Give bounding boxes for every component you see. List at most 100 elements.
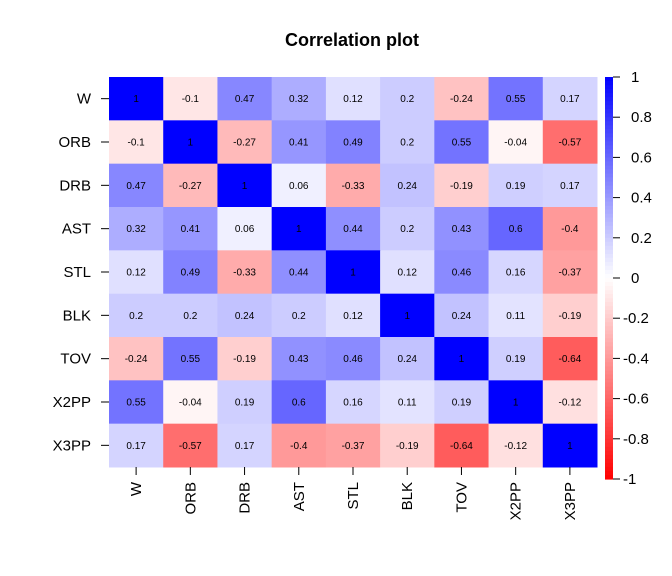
colorbar-segment: [605, 290, 613, 295]
heatmap-cell-AST-ORB: [163, 207, 218, 251]
heatmap-cell-AST-AST: [271, 207, 327, 251]
cell-value-label: -0.57: [179, 441, 202, 452]
colorbar-segment: [605, 229, 613, 235]
heatmap-cell-W-X3PP: [542, 77, 598, 121]
chart-title: Correlation plot: [285, 30, 419, 50]
colorbar-segment: [605, 314, 613, 319]
heatmap-cell-TOV-X2PP: [488, 337, 544, 381]
cell-value-label: 1: [513, 398, 519, 409]
cell-value-label: 1: [350, 268, 356, 279]
heatmap-cell-STL-BLK: [380, 250, 435, 295]
colorbar-segment: [605, 189, 613, 195]
heatmap-cell-X2PP-X3PP: [542, 380, 598, 425]
colorbar-segment: [605, 97, 613, 102]
row-axis: W ORB DRB AST STL BLK TOV X2PP X3PP: [53, 91, 109, 454]
colorbar-segment: [605, 157, 613, 163]
cell-value-label: 0.55: [126, 398, 146, 409]
colorbar-segment: [605, 390, 613, 396]
heatmap-cell-AST-STL: [325, 207, 381, 251]
colorbar-segment: [605, 358, 613, 364]
colorbar-segment: [605, 241, 613, 247]
colorbar-segment: [605, 129, 613, 134]
heatmap-cell-DRB-TOV: [434, 163, 490, 208]
column-label: ORB: [182, 482, 199, 515]
colorbar-segment: [605, 253, 613, 259]
heatmap-cell-STL-X2PP: [488, 250, 544, 295]
colorbar-segment: [605, 261, 613, 267]
colorbar-segment: [605, 338, 613, 343]
heatmap-cell-AST-X3PP: [542, 207, 598, 251]
colorbar-segment: [605, 165, 613, 171]
colorbar-segment: [605, 286, 613, 291]
cell-value-label: 0.19: [452, 398, 472, 409]
heatmap-cell-BLK-BLK: [380, 293, 435, 338]
cell-value-label: 1: [188, 138, 194, 149]
cell-value-label: 0.43: [452, 224, 472, 235]
colorbar-segment: [605, 298, 613, 303]
heatmap-cell-BLK-ORB: [163, 293, 218, 338]
heatmap-cell-ORB-DRB: [217, 120, 273, 165]
colorbar-segment: [605, 117, 613, 122]
cell-value-label: 0.12: [343, 94, 363, 105]
colorbar-segment: [605, 342, 613, 347]
cell-value-label: 0.2: [400, 224, 414, 235]
colorbar-segment: [605, 177, 613, 183]
colorbar-segment: [605, 454, 613, 460]
heatmap-cell-BLK-DRB: [217, 293, 273, 338]
heatmap-cell-X2PP-DRB: [217, 380, 273, 425]
cell-value-label: 0.6: [509, 224, 523, 235]
cell-value-label: 0.47: [126, 181, 146, 192]
row-label: ORB: [58, 134, 91, 151]
cell-value-label: 0.24: [452, 311, 472, 322]
heatmap-cell-STL-TOV: [434, 250, 490, 295]
cell-value-label: -0.24: [125, 354, 148, 365]
heatmap-cell-STL-W: [109, 250, 164, 295]
cell-value-label: -0.1: [127, 138, 145, 149]
cell-value-label: -0.12: [504, 441, 527, 452]
column-axis: W ORB DRB AST STL BLK TOV X2PP X3PP: [128, 467, 579, 520]
colorbar-tick-label: -0.6: [623, 391, 649, 408]
cell-value-label: -0.12: [558, 398, 581, 409]
colorbar-segment: [605, 326, 613, 331]
cell-value-label: 0.12: [343, 311, 363, 322]
cell-value-label: -0.33: [233, 268, 256, 279]
heatmap-cell-BLK-X2PP: [488, 293, 544, 338]
cell-value-label: 0.12: [397, 268, 417, 279]
cell-value-label: 0.49: [181, 268, 201, 279]
colorbar-segment: [605, 161, 613, 167]
column-label: DRB: [237, 482, 254, 514]
heatmap-cell-AST-X2PP: [488, 207, 544, 251]
colorbar-segment: [605, 265, 613, 271]
heatmap-cell-TOV-BLK: [380, 337, 435, 381]
cell-value-label: 0.12: [126, 268, 146, 279]
cell-value-label: 0.06: [289, 181, 309, 192]
colorbar-segment: [605, 462, 613, 468]
heatmap-cell-W-STL: [325, 77, 381, 121]
heatmap-cell-TOV-DRB: [217, 337, 273, 381]
cell-value-label: -0.27: [233, 138, 256, 149]
colorbar-segment: [605, 93, 613, 98]
heatmap-cell-W-ORB: [163, 77, 218, 121]
cell-value-label: 0.17: [126, 441, 146, 452]
cell-value-label: -0.4: [561, 224, 579, 235]
heatmap-cell-STL-ORB: [163, 250, 218, 295]
cell-value-label: 0.55: [181, 354, 201, 365]
cell-value-label: 1: [459, 354, 465, 365]
colorbar-segment: [605, 426, 613, 432]
colorbar-segment: [605, 278, 613, 283]
colorbar-tick-label: 1: [631, 69, 639, 86]
column-label: TOV: [453, 482, 470, 513]
heatmap-cell-STL-AST: [271, 250, 327, 295]
colorbar-segment: [605, 446, 613, 452]
cell-value-label: -0.64: [450, 441, 473, 452]
row-label: X2PP: [53, 394, 91, 411]
heatmap-cell-TOV-W: [109, 337, 164, 381]
heatmap-cell-ORB-X3PP: [542, 120, 598, 165]
cell-value-label: 0.17: [560, 181, 580, 192]
cell-value-label: 0.11: [398, 398, 417, 409]
colorbar-segment: [605, 418, 613, 424]
row-label: TOV: [60, 351, 91, 368]
heatmap-cell-BLK-STL: [325, 293, 381, 338]
